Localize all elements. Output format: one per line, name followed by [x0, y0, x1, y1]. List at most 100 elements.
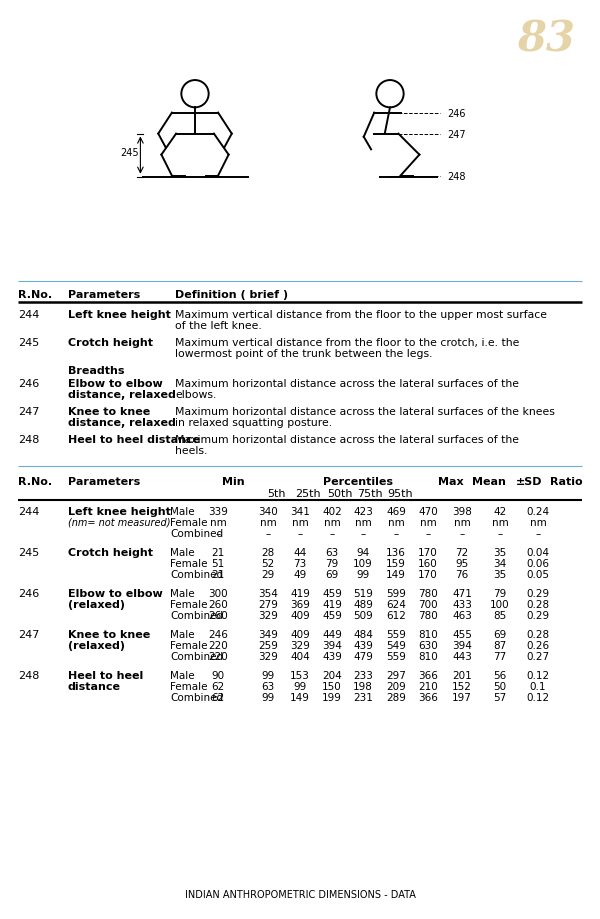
Text: 63: 63 — [262, 681, 275, 691]
Text: 210: 210 — [418, 681, 438, 691]
Text: nm: nm — [491, 517, 508, 528]
Text: 398: 398 — [452, 506, 472, 516]
Text: –: – — [265, 528, 271, 539]
Text: Combined: Combined — [170, 528, 223, 539]
Text: in relaxed squatting posture.: in relaxed squatting posture. — [175, 417, 332, 427]
Text: 419: 419 — [290, 588, 310, 598]
Text: 52: 52 — [262, 559, 275, 568]
Text: heels.: heels. — [175, 446, 208, 456]
Text: 246: 246 — [18, 588, 39, 598]
Text: 245: 245 — [18, 337, 39, 347]
Text: 409: 409 — [290, 630, 310, 640]
Text: 62: 62 — [211, 692, 224, 702]
Text: 35: 35 — [493, 548, 506, 558]
Text: –: – — [298, 528, 302, 539]
Text: –: – — [361, 528, 365, 539]
Text: Elbow to elbow: Elbow to elbow — [68, 379, 163, 389]
Text: 79: 79 — [493, 588, 506, 598]
Text: 463: 463 — [452, 610, 472, 620]
Text: 0.24: 0.24 — [526, 506, 550, 516]
Text: 509: 509 — [353, 610, 373, 620]
Text: 394: 394 — [452, 641, 472, 651]
Text: Maximum horizontal distance across the lateral surfaces of the: Maximum horizontal distance across the l… — [175, 435, 519, 445]
Text: 42: 42 — [493, 506, 506, 516]
Text: Knee to knee: Knee to knee — [68, 630, 150, 640]
Text: Maximum horizontal distance across the lateral surfaces of the knees: Maximum horizontal distance across the l… — [175, 406, 555, 416]
Text: 459: 459 — [322, 610, 342, 620]
Text: 149: 149 — [290, 692, 310, 702]
Text: Maximum vertical distance from the floor to the upper most surface: Maximum vertical distance from the floor… — [175, 310, 547, 320]
Text: 404: 404 — [290, 652, 310, 662]
Text: 259: 259 — [258, 641, 278, 651]
Text: 63: 63 — [325, 548, 338, 558]
Text: 69: 69 — [325, 570, 338, 579]
Text: 419: 419 — [322, 599, 342, 609]
Text: –: – — [497, 528, 503, 539]
Text: distance, relaxed: distance, relaxed — [68, 417, 176, 427]
Text: 136: 136 — [386, 548, 406, 558]
Text: Combined: Combined — [170, 610, 223, 620]
Text: –: – — [535, 528, 541, 539]
Text: 109: 109 — [353, 559, 373, 568]
Text: 423: 423 — [353, 506, 373, 516]
Text: Parameters: Parameters — [68, 476, 140, 486]
Text: Knee to knee: Knee to knee — [68, 406, 150, 416]
Text: 559: 559 — [386, 630, 406, 640]
Text: 197: 197 — [452, 692, 472, 702]
Text: Combined: Combined — [170, 652, 223, 662]
Text: Female: Female — [170, 641, 208, 651]
Text: Percentiles: Percentiles — [323, 476, 393, 486]
Text: 810: 810 — [418, 652, 438, 662]
Text: 0.1: 0.1 — [530, 681, 546, 691]
Text: 152: 152 — [452, 681, 472, 691]
Text: 349: 349 — [258, 630, 278, 640]
Text: Female: Female — [170, 559, 208, 568]
Text: 630: 630 — [418, 641, 438, 651]
Text: 279: 279 — [258, 599, 278, 609]
Text: 247: 247 — [448, 130, 466, 140]
Text: 329: 329 — [258, 652, 278, 662]
Text: 72: 72 — [455, 548, 469, 558]
Text: 79: 79 — [325, 559, 338, 568]
Text: INDIAN ANTHROPOMETRIC DIMENSIONS - DATA: INDIAN ANTHROPOMETRIC DIMENSIONS - DATA — [185, 889, 415, 899]
Text: 159: 159 — [386, 559, 406, 568]
Text: 49: 49 — [293, 570, 307, 579]
Text: 471: 471 — [452, 588, 472, 598]
Text: Maximum horizontal distance across the lateral surfaces of the: Maximum horizontal distance across the l… — [175, 379, 519, 389]
Text: 99: 99 — [293, 681, 307, 691]
Text: 85: 85 — [493, 610, 506, 620]
Text: 455: 455 — [452, 630, 472, 640]
Text: 0.28: 0.28 — [526, 630, 550, 640]
Text: Min: Min — [222, 476, 245, 486]
Text: Male: Male — [170, 506, 194, 516]
Text: of the left knee.: of the left knee. — [175, 321, 262, 331]
Text: ±SD: ±SD — [516, 476, 542, 486]
Text: 248: 248 — [18, 670, 40, 680]
Text: Mean: Mean — [472, 476, 506, 486]
Text: 50th: 50th — [327, 489, 353, 498]
Text: 198: 198 — [353, 681, 373, 691]
Text: 201: 201 — [452, 670, 472, 680]
Text: 25th: 25th — [295, 489, 321, 498]
Text: 99: 99 — [262, 670, 275, 680]
Text: 95th: 95th — [387, 489, 413, 498]
Text: 204: 204 — [322, 670, 342, 680]
Text: (nm= not measured): (nm= not measured) — [68, 517, 170, 528]
Text: 366: 366 — [418, 692, 438, 702]
Text: –: – — [394, 528, 398, 539]
Text: 260: 260 — [208, 610, 228, 620]
Text: 366: 366 — [418, 670, 438, 680]
Text: 289: 289 — [386, 692, 406, 702]
Text: (relaxed): (relaxed) — [68, 641, 125, 651]
Text: Maximum vertical distance from the floor to the crotch, i.e. the: Maximum vertical distance from the floor… — [175, 337, 520, 347]
Text: 77: 77 — [493, 652, 506, 662]
Text: 21: 21 — [211, 548, 224, 558]
Text: 51: 51 — [211, 559, 224, 568]
Text: 470: 470 — [418, 506, 438, 516]
Text: 0.12: 0.12 — [526, 670, 550, 680]
Text: 443: 443 — [452, 652, 472, 662]
Text: 260: 260 — [208, 599, 228, 609]
Text: 160: 160 — [418, 559, 438, 568]
Text: 153: 153 — [290, 670, 310, 680]
Text: 29: 29 — [262, 570, 275, 579]
